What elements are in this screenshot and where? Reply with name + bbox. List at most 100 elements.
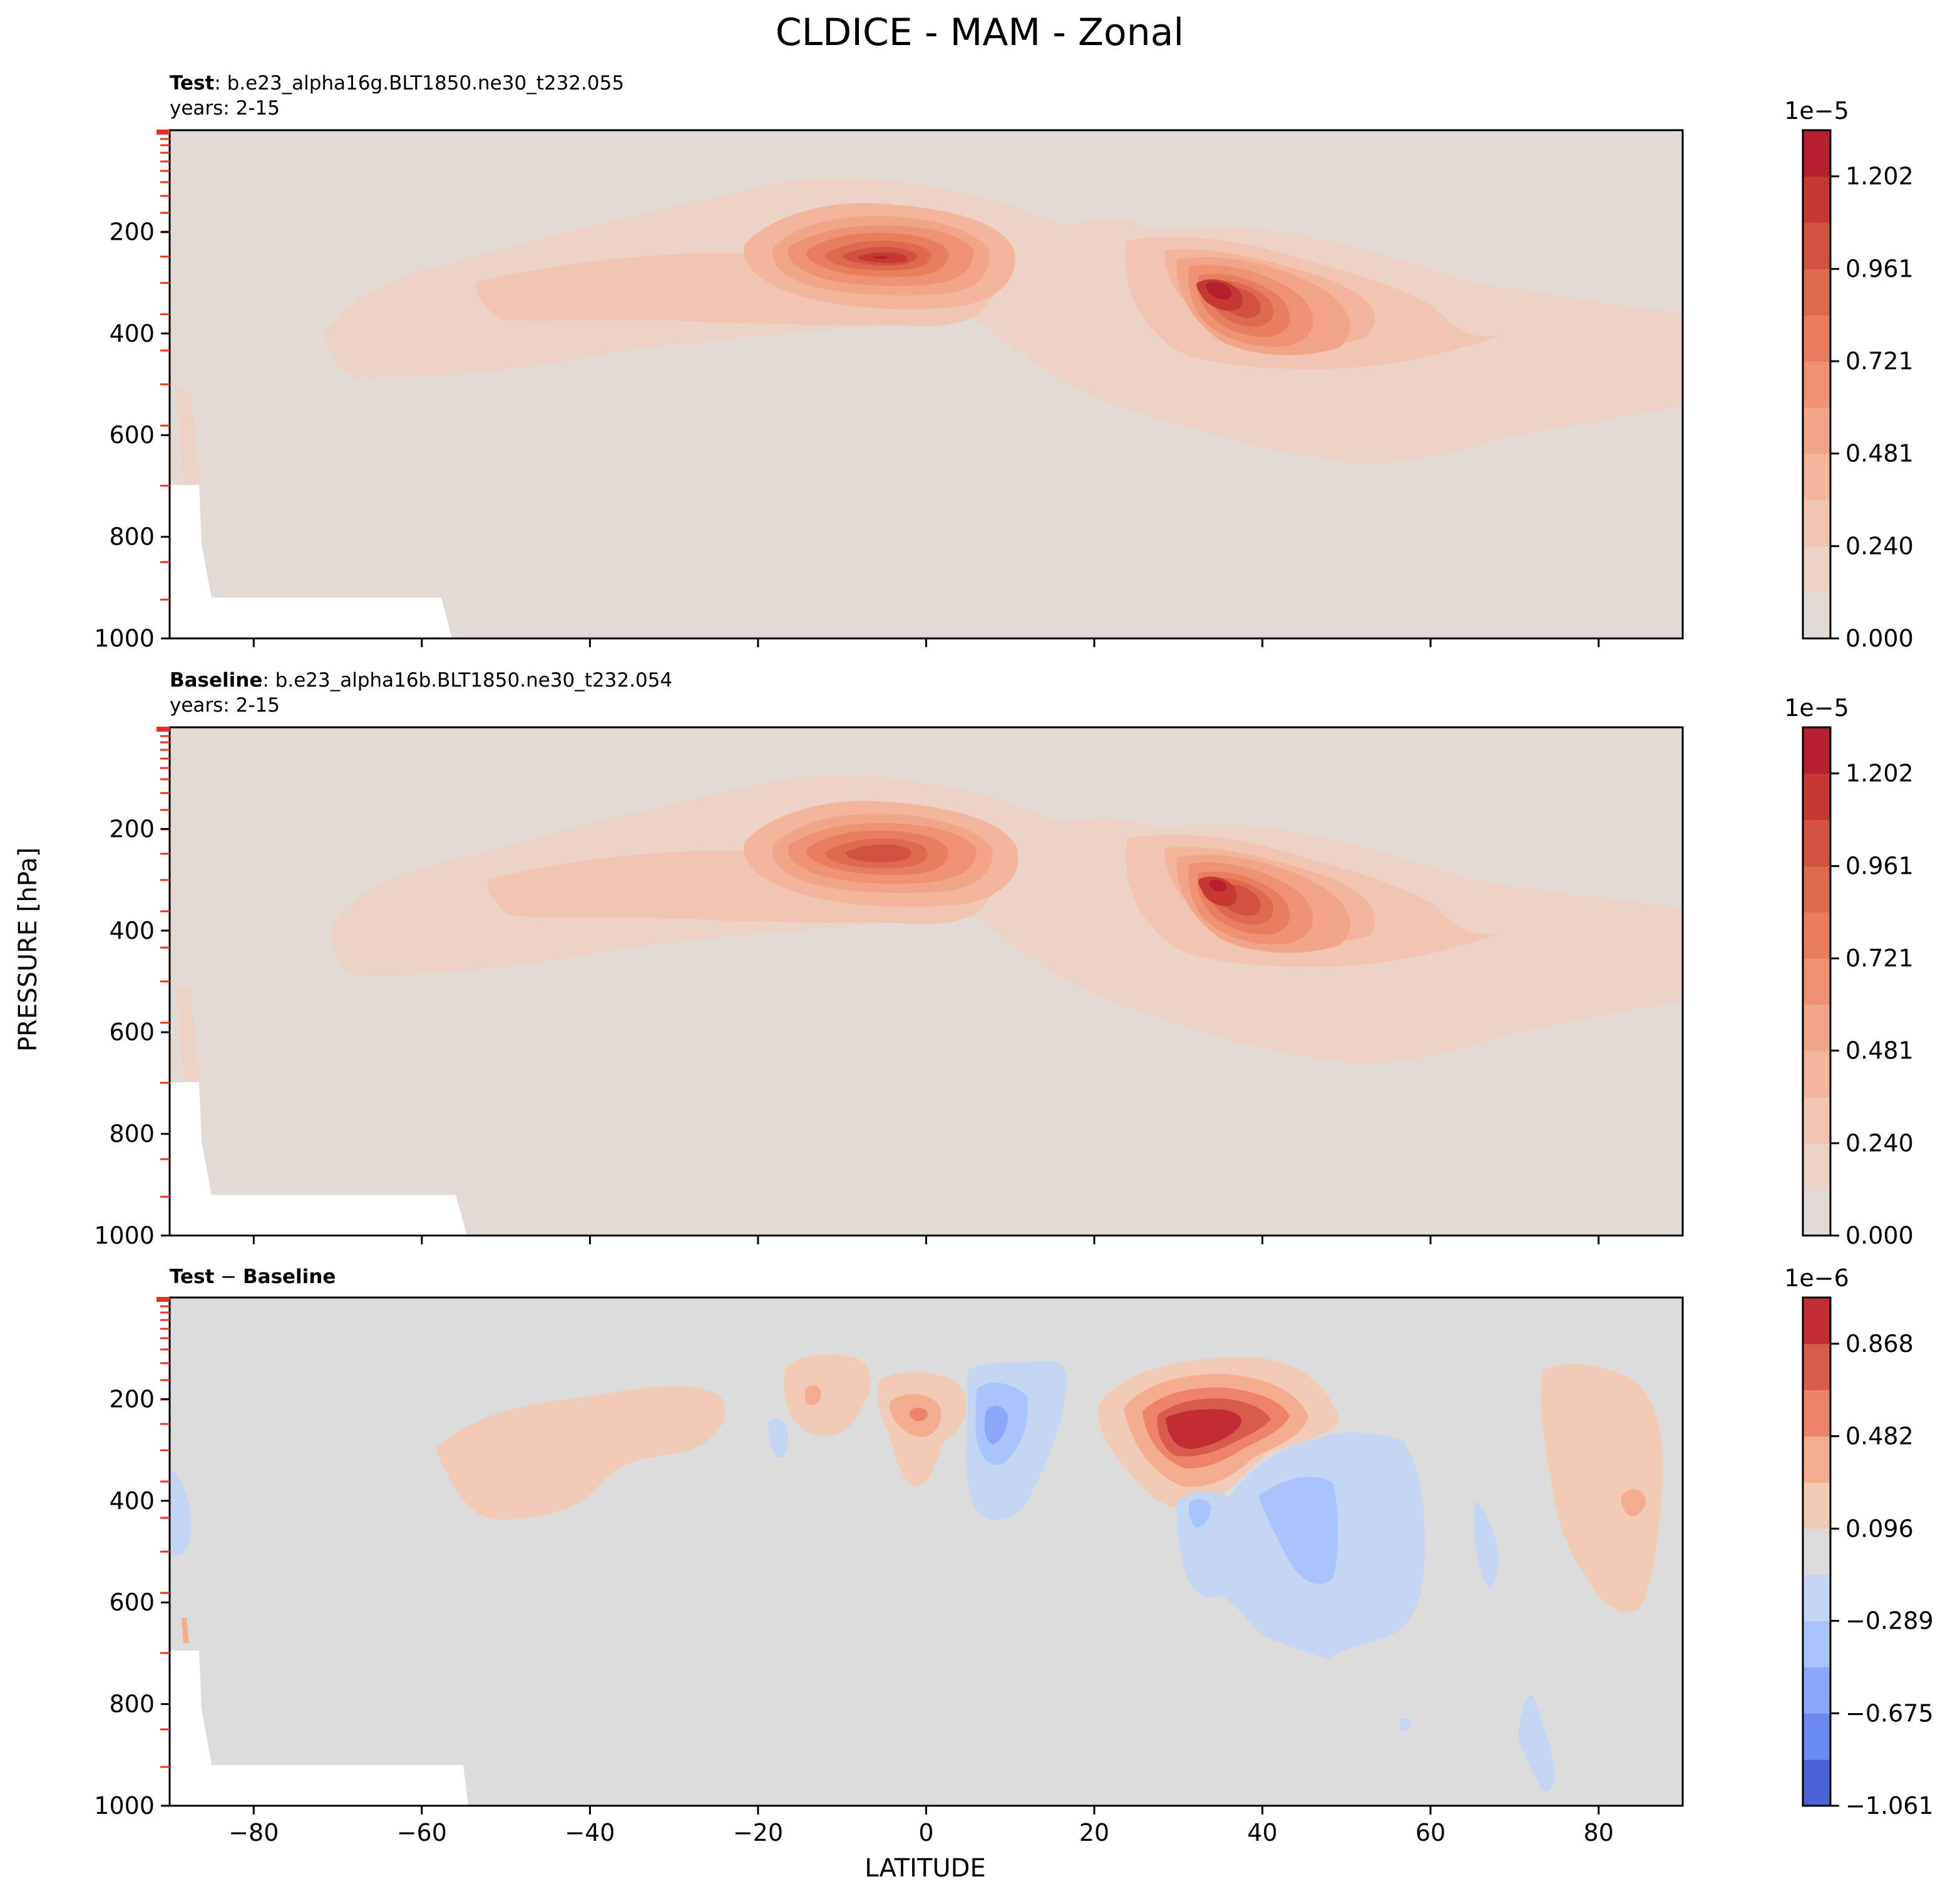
- colorbar-segment: [1803, 1667, 1830, 1714]
- contour-level-8: [845, 844, 911, 862]
- colorbar-tick-label: 0.868: [1845, 1330, 1914, 1358]
- panel-test-subtitle-rest: : b.e23_alpha16g.BLT1850.ne30_t232.055: [214, 72, 624, 95]
- y-tick-label: 600: [109, 421, 155, 449]
- colorbar-tick-label: 0.240: [1845, 1130, 1914, 1157]
- colorbar-segment: [1803, 773, 1830, 820]
- diff-neg-small-2: [1188, 1498, 1211, 1528]
- panel-baseline-level-marks: [156, 727, 170, 1198]
- masked-region: [170, 1082, 467, 1236]
- colorbar-segment: [1803, 315, 1830, 362]
- diff-neg-right-thin: [1474, 1502, 1499, 1590]
- colorbar-segment: [1803, 453, 1830, 501]
- panel-test-x-axis: [252, 638, 1600, 647]
- panel-test-contours: [170, 130, 1683, 638]
- y-tick-label: 200: [109, 218, 155, 245]
- contour-level-10b: [1209, 879, 1227, 892]
- panel-baseline-subtitle-rest: : b.e23_alpha16b.BLT1850.ne30_t232.054: [262, 669, 672, 692]
- y-tick-label: 1000: [94, 625, 155, 652]
- colorbar-segment: [1803, 1482, 1830, 1529]
- diff-neg-big-inner: [1258, 1477, 1338, 1584]
- panel-baseline-subtitle: Baseline: b.e23_alpha16b.BLT1850.ne30_t2…: [170, 669, 672, 692]
- diff-pos-blob-2c: [909, 1407, 928, 1421]
- colorbar-segment: [1803, 866, 1830, 913]
- panel-baseline-x-axis: [252, 1236, 1600, 1244]
- colorbar-segment: [1803, 1143, 1830, 1190]
- colorbar-segment: [1803, 130, 1830, 177]
- panel-difference: Test − Baseline: [94, 1264, 1933, 1846]
- colorbar-segment: [1803, 1574, 1830, 1622]
- colorbar-exponent: 1e−6: [1784, 1264, 1849, 1292]
- y-tick-label: 800: [109, 1120, 155, 1148]
- panel-test-subtitle-bold: Test: [170, 72, 215, 95]
- colorbar-tick-label: 0.000: [1845, 625, 1914, 652]
- y-tick-label: 800: [109, 1691, 155, 1718]
- colorbar-segment: [1803, 819, 1830, 867]
- panel-difference-x-axis: −80 −60 −40 −20 0 20 40 60 80: [228, 1806, 1614, 1846]
- panel-baseline-colorbar: 0.000 0.240 0.481 0.721 0.961 1.202 1e−5: [1784, 694, 1914, 1249]
- panel-test-y-axis: 200 400 600 800 1000: [94, 218, 170, 652]
- y-tick-label: 1000: [94, 1792, 155, 1820]
- panel-test-subtitle: Test: b.e23_alpha16g.BLT1850.ne30_t232.0…: [170, 72, 624, 95]
- y-tick-label: 400: [109, 320, 155, 347]
- colorbar-segment: [1803, 1097, 1830, 1144]
- diff-neg-dot-bottom: [1399, 1718, 1412, 1731]
- colorbar-tick-label: −1.061: [1845, 1792, 1934, 1820]
- colorbar-tick-label: 0.482: [1845, 1423, 1914, 1450]
- colorbar-segment: [1803, 1050, 1830, 1098]
- colorbar-tick-label: 0.481: [1845, 1037, 1914, 1065]
- diff-neg-small: [768, 1418, 788, 1458]
- panel-baseline-subtitle-bold: Baseline: [170, 669, 262, 692]
- x-tick-label: −40: [565, 1819, 615, 1846]
- panel-difference-contours: [170, 1298, 1683, 1806]
- colorbar-tick-label: 0.000: [1845, 1222, 1914, 1249]
- colorbar-segment: [1803, 1528, 1830, 1575]
- diff-neg-left-edge: [170, 1471, 192, 1555]
- colorbar-tick-label: 0.961: [1845, 852, 1914, 880]
- colorbar-exponent: 1e−5: [1784, 97, 1849, 125]
- panel-baseline: Baseline: b.e23_alpha16b.BLT1850.ne30_t2…: [94, 669, 1914, 1249]
- x-tick-label: −20: [733, 1819, 783, 1846]
- x-tick-label: 0: [918, 1819, 933, 1846]
- y-tick-label: 600: [109, 1018, 155, 1046]
- colorbar-segment: [1803, 361, 1830, 408]
- diff-pos-far-right: [1541, 1364, 1663, 1613]
- y-axis-label: PRESSURE [hPa]: [14, 847, 43, 1052]
- figure-title: CLDICE - MAM - Zonal: [776, 11, 1184, 54]
- panel-test-level-marks: [156, 130, 170, 601]
- colorbar-segment: [1803, 1620, 1830, 1667]
- colorbar-tick-label: −0.675: [1845, 1699, 1934, 1727]
- contour-edge-sliver: [175, 388, 200, 485]
- panel-baseline-y-axis: 200 400 600 800 1000: [94, 815, 170, 1249]
- colorbar-frame: [1802, 1296, 1832, 1807]
- panel-test: Test: b.e23_alpha16g.BLT1850.ne30_t232.0…: [94, 72, 1914, 652]
- y-tick-label: 800: [109, 523, 155, 551]
- colorbar-tick-label: 0.721: [1845, 347, 1914, 375]
- contour-level-1: [330, 775, 1683, 1063]
- x-axis-label: LATITUDE: [865, 1854, 985, 1883]
- diff-pos-band-left: [435, 1386, 725, 1520]
- colorbar-frame: [1802, 129, 1832, 640]
- colorbar-segment: [1803, 1713, 1830, 1760]
- colorbar-segment: [1803, 407, 1830, 454]
- panel-baseline-years: years: 2-15: [170, 694, 280, 717]
- diff-pos-far-right-dot: [1621, 1489, 1646, 1517]
- colorbar-segment: [1803, 958, 1830, 1005]
- x-tick-label: 40: [1247, 1819, 1277, 1846]
- y-tick-label: 1000: [94, 1222, 155, 1249]
- diff-pos-right-big-5: [1166, 1409, 1242, 1449]
- panel-difference-subtitle: Test − Baseline: [170, 1266, 336, 1288]
- colorbar-tick-label: 1.202: [1845, 760, 1914, 787]
- colorbar-segment: [1803, 222, 1830, 270]
- diff-pos-blob-1: [784, 1354, 871, 1436]
- contour-level-10b: [1205, 282, 1232, 300]
- diff-pos-dot: [804, 1385, 821, 1406]
- colorbar-tick-label: 0.481: [1845, 440, 1914, 468]
- colorbar-exponent: 1e−5: [1784, 694, 1849, 722]
- colorbar-segment: [1803, 1390, 1830, 1437]
- colorbar-segment: [1803, 1343, 1830, 1391]
- masked-region: [170, 1651, 468, 1806]
- panel-difference-level-marks: [156, 1297, 170, 1768]
- y-tick-label: 400: [109, 1487, 155, 1515]
- contour-level-peak-left: [871, 256, 889, 259]
- x-tick-label: −80: [228, 1819, 279, 1846]
